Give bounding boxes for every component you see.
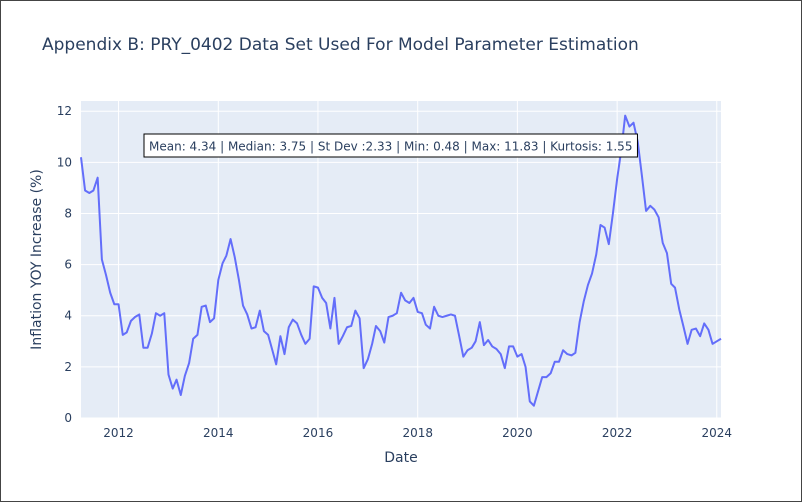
series-line-inflation [80, 114, 722, 407]
x-tick-label: 2016 [303, 426, 334, 440]
annotation-text: Mean: 4.34 | Median: 3.75 | St Dev :2.33… [149, 140, 632, 154]
tick-labels: 0 2 4 6 8 10 12 2012 2014 2016 2018 2020 2022 2024 [57, 104, 732, 440]
y-tick-label: 4 [64, 309, 72, 323]
x-tick-label: 2012 [103, 426, 134, 440]
series-group [80, 114, 722, 407]
y-tick-label: 12 [57, 104, 72, 118]
x-axis-title: Date [384, 450, 417, 466]
y-axis-title: Inflation YOY Increase (%) [29, 169, 45, 350]
y-tick-label: 8 [64, 206, 72, 220]
x-tick-label: 2024 [701, 426, 732, 440]
stats-annotation: Mean: 4.34 | Median: 3.75 | St Dev :2.33… [143, 133, 638, 158]
x-tick-label: 2014 [203, 426, 234, 440]
y-tick-label: 0 [64, 411, 72, 425]
x-tick-label: 2018 [402, 426, 433, 440]
x-tick-label: 2022 [602, 426, 633, 440]
y-tick-label: 6 [64, 258, 72, 272]
y-tick-label: 10 [57, 155, 72, 169]
annotation-box [143, 133, 638, 158]
y-tick-label: 2 [64, 360, 72, 374]
x-tick-label: 2020 [502, 426, 533, 440]
chart-title: Appendix B: PRY_0402 Data Set Used For M… [42, 35, 639, 55]
